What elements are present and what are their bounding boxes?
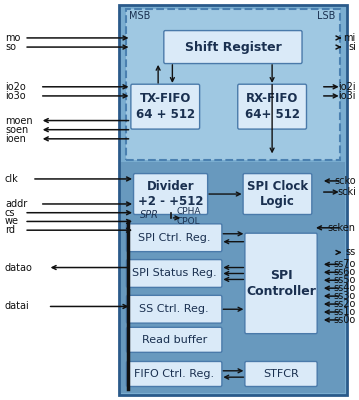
FancyBboxPatch shape [243,174,312,214]
Text: si: si [348,42,356,52]
Text: cs: cs [5,208,15,218]
Text: SPR: SPR [140,210,159,220]
Text: datao: datao [5,262,33,272]
Text: so: so [5,42,16,52]
Text: ss7o: ss7o [334,259,356,269]
FancyBboxPatch shape [126,295,222,323]
FancyBboxPatch shape [126,362,222,386]
Text: Read buffer: Read buffer [141,335,207,345]
Text: Divider
+2 - +512: Divider +2 - +512 [138,180,203,208]
Text: clk: clk [5,174,19,184]
Text: SPI Ctrl. Reg.: SPI Ctrl. Reg. [138,233,210,243]
Text: io3i: io3i [338,91,356,101]
Text: addr: addr [5,199,27,209]
Text: RX-FIFO
64+ 512: RX-FIFO 64+ 512 [244,92,300,121]
Bar [119,5,347,395]
Text: FIFO Ctrl. Reg.: FIFO Ctrl. Reg. [134,369,214,379]
FancyBboxPatch shape [245,362,317,386]
Text: soen: soen [5,125,28,135]
FancyBboxPatch shape [134,174,208,214]
Text: ss4o: ss4o [334,283,356,293]
Text: CPHA
CPOL: CPHA CPOL [176,207,201,226]
Text: datai: datai [5,302,30,312]
FancyBboxPatch shape [238,84,307,129]
Text: STFCR: STFCR [263,369,299,379]
Text: Shift Register: Shift Register [185,40,281,54]
Text: io2o: io2o [5,82,26,92]
Text: SPI Status Reg.: SPI Status Reg. [132,268,216,278]
Bar [126,9,340,160]
FancyBboxPatch shape [164,30,302,64]
Text: mo: mo [5,33,20,43]
Text: LSB: LSB [317,12,335,22]
Text: ss1o: ss1o [334,307,356,317]
Text: scko: scko [334,176,356,186]
Text: io3o: io3o [5,91,25,101]
Text: TX-FIFO
64 + 512: TX-FIFO 64 + 512 [136,92,195,121]
Text: SPI Clock
Logic: SPI Clock Logic [247,180,308,208]
Text: rd: rd [5,225,15,235]
Text: MSB: MSB [129,12,150,22]
Text: ss0o: ss0o [334,315,356,325]
FancyBboxPatch shape [126,260,222,287]
Text: SS Ctrl. Reg.: SS Ctrl. Reg. [139,304,209,314]
Text: ioen: ioen [5,134,26,144]
Text: moen: moen [5,116,33,126]
Text: scken: scken [328,223,356,233]
Text: ss2o: ss2o [334,299,356,309]
Text: scki: scki [337,187,356,197]
Text: ss: ss [346,248,356,258]
Text: we: we [5,216,19,226]
FancyBboxPatch shape [131,84,200,129]
Bar [121,162,345,393]
Text: SPI
Controller: SPI Controller [246,269,316,298]
Text: mi: mi [344,33,356,43]
Text: ss5o: ss5o [334,275,356,285]
FancyBboxPatch shape [126,327,222,352]
FancyBboxPatch shape [126,224,222,252]
Text: ss6o: ss6o [334,267,356,277]
Text: io2i: io2i [338,82,356,92]
FancyBboxPatch shape [245,233,317,334]
Text: ss3o: ss3o [334,291,356,301]
